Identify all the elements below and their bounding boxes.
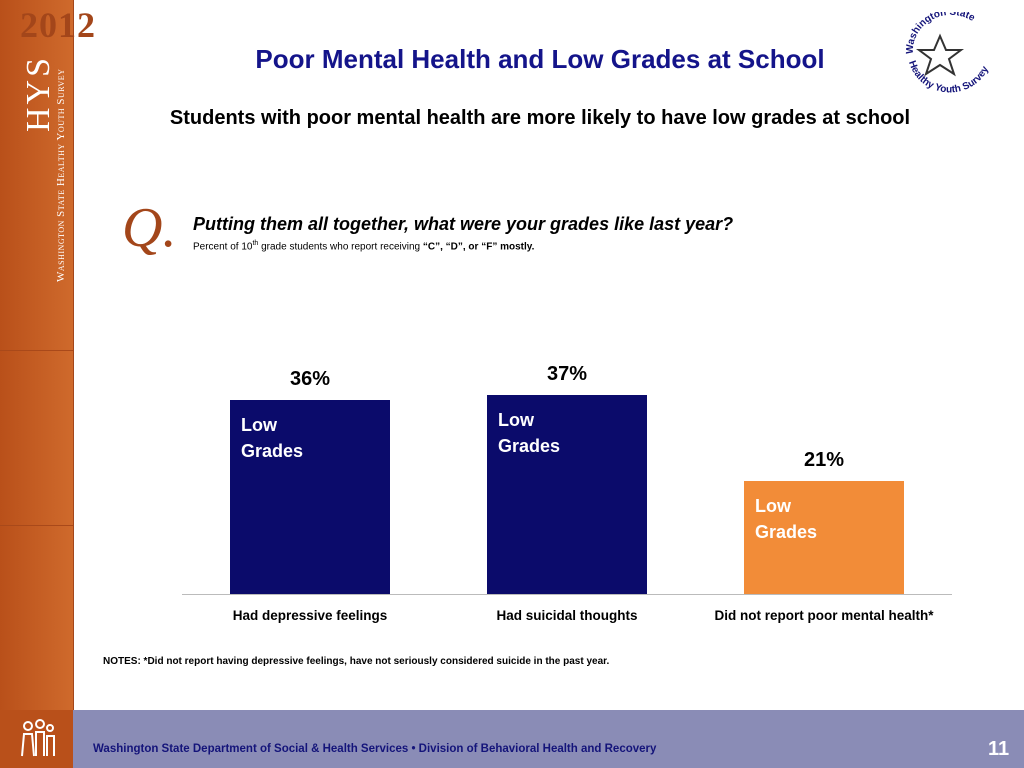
detail-bold: “C”, “D”, or “F” mostly. [422,241,535,253]
bar [230,400,390,594]
bar-label: Low Grades [498,409,561,456]
footer-icon [21,719,55,757]
value-label: 36% [289,368,331,391]
logo-star [916,33,964,77]
x-tick-label: Had suicidal thoughts [496,608,638,623]
x-tick-label: Did not report poor mental health* [714,608,934,623]
sidebar-rule [0,350,73,351]
brand-year: 2012 [20,5,96,45]
baseline [182,594,952,595]
detail-sup: th [252,240,259,247]
question-mark: Q. [122,197,177,259]
bar-label: Low Grades [241,415,304,462]
value-label: 37% [546,362,588,385]
chart: 36% Low Grades Had depressive feelings 37% L… [182,362,952,623]
question-detail: Percent of 10th grade students who repor… [193,240,534,252]
bar [487,394,647,594]
bar-label: Low Grades [755,496,818,543]
x-tick-label: Had depressive feelings [232,608,388,623]
detail-text: grade students who report receiving [258,241,423,253]
bar [744,481,904,594]
notes: NOTES: *Did not report having depressive… [103,656,610,667]
page-number: 11 [988,738,1010,760]
sidebar [0,0,74,710]
footer-text: Washington State Department of Social & … [93,743,657,755]
question-text: Putting them all together, what were you… [193,214,734,234]
detail-text: Percent of 10 [193,241,253,253]
value-label: 21% [803,449,845,472]
footer [0,710,1024,768]
sidebar-rule [0,525,73,526]
logo: Washington State Healthy Youth Survey [905,12,992,95]
chart-subtitle: Students with poor mental health are mor… [169,107,911,129]
chart-title: Poor Mental Health and Low Grades at Sch… [255,44,825,74]
